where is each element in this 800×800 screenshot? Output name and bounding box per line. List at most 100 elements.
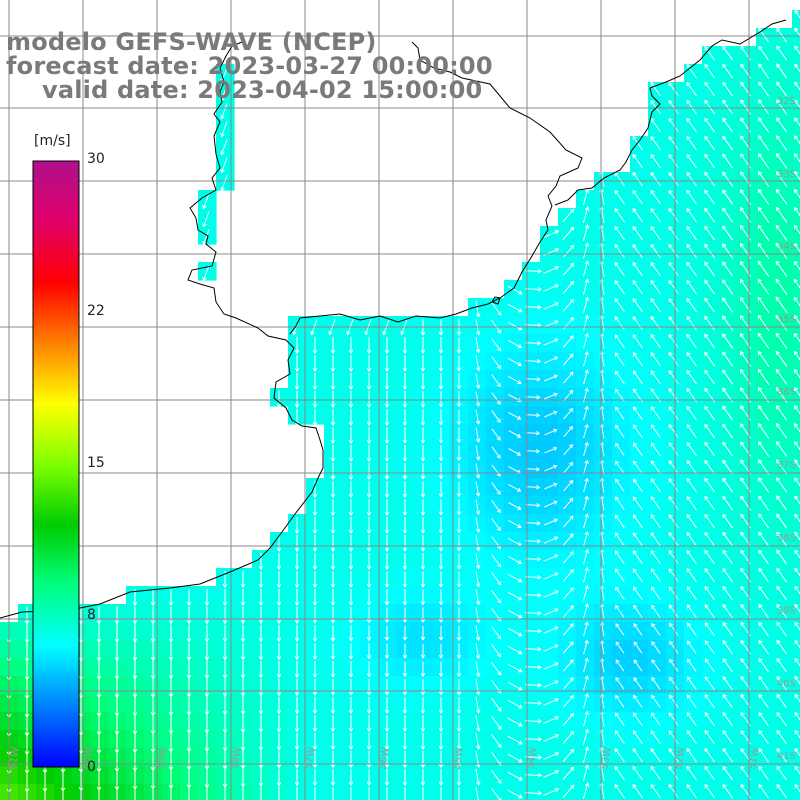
wind-arrow: [456, 732, 462, 751]
wind-arrow: [366, 553, 372, 571]
wind-arrow: [348, 643, 354, 660]
lat-label: 40S: [777, 678, 796, 689]
wind-arrow: [420, 427, 426, 444]
wind-arrow: [330, 534, 336, 553]
wind-cell: [792, 370, 800, 389]
wind-arrow: [384, 697, 390, 714]
wind-arrow: [312, 661, 318, 678]
wind-arrow: [294, 588, 300, 607]
wind-arrow: [507, 285, 523, 295]
wind-arrow: [614, 550, 625, 565]
wind-cell: [792, 460, 800, 479]
wind-arrow: [583, 675, 589, 691]
wind-arrow: [704, 604, 715, 619]
wind-arrow: [775, 224, 788, 241]
wind-arrow: [220, 157, 228, 174]
wind-arrow: [704, 315, 716, 331]
wind-arrow: [438, 535, 444, 552]
wind-arrow: [186, 642, 192, 661]
wind-cell: [792, 154, 800, 173]
wind-arrow: [757, 170, 770, 187]
wind-arrow: [633, 641, 643, 654]
wind-arrow: [204, 642, 210, 661]
wind-arrow: [491, 356, 502, 370]
wind-arrow: [722, 207, 734, 223]
wind-arrow: [240, 660, 246, 679]
wind-arrow: [96, 606, 102, 625]
wind-arrow: [650, 568, 661, 583]
wind-arrow: [704, 567, 715, 583]
wind-arrow: [507, 645, 523, 655]
wind-arrow: [294, 552, 300, 571]
wind-arrow: [420, 481, 426, 498]
wind-arrow: [614, 370, 625, 384]
wind-arrow: [475, 768, 481, 786]
wind-arrow: [758, 639, 769, 655]
wind-arrow: [384, 679, 390, 696]
wind-arrow: [668, 514, 679, 529]
wind-arrow: [402, 625, 408, 641]
wind-arrow: [758, 549, 770, 565]
wind-arrow: [704, 279, 716, 295]
wind-arrow: [543, 302, 559, 310]
wind-arrow: [491, 482, 501, 495]
wind-arrow: [758, 765, 769, 781]
wind-arrow: [330, 444, 336, 463]
wind-arrow: [650, 225, 661, 241]
wind-arrow: [507, 663, 523, 673]
wind-arrow: [258, 588, 264, 607]
wind-arrow: [651, 622, 661, 636]
wind-arrow: [562, 748, 575, 762]
wind-arrow: [438, 553, 444, 570]
wind-arrow: [776, 513, 788, 529]
wind-arrow: [475, 409, 481, 425]
wind-arrow: [366, 426, 372, 445]
wind-arrow: [456, 715, 462, 733]
wind-cell: [792, 208, 800, 227]
wind-arrow: [650, 442, 661, 457]
wind-arrow: [456, 445, 462, 462]
wind-arrow: [757, 314, 770, 331]
wind-arrow: [775, 332, 788, 350]
wind-arrow: [348, 498, 354, 517]
wind-arrow: [420, 517, 426, 534]
wind-cell: [792, 298, 800, 317]
wind-arrow: [258, 642, 264, 661]
wind-arrow: [420, 768, 426, 787]
wind-arrow: [583, 423, 589, 439]
wind-arrow: [544, 446, 558, 454]
wind-arrow: [456, 337, 462, 354]
wind-arrow: [686, 765, 697, 781]
wind-cell: [792, 100, 800, 119]
wind-arrow: [475, 714, 481, 732]
wind-cell: [792, 658, 800, 677]
wind-arrow: [668, 243, 679, 259]
wind-arrow: [150, 588, 156, 607]
wind-cell: [792, 118, 800, 137]
wind-arrow: [366, 354, 372, 373]
wind-cell: [486, 784, 505, 800]
wind-arrow: [366, 697, 372, 714]
wind-cell: [792, 262, 800, 281]
wind-arrow: [402, 409, 408, 426]
lat-label: 34S: [777, 242, 796, 253]
wind-arrow: [134, 784, 136, 800]
wind-arrow: [562, 766, 575, 780]
wind-arrow: [348, 480, 354, 499]
wind-arrow: [686, 747, 697, 763]
wind-arrow: [349, 786, 353, 800]
wind-cell: [792, 10, 800, 29]
wind-arrow: [722, 243, 734, 259]
wind-arrow: [668, 730, 679, 745]
wind-arrow: [439, 786, 443, 800]
wind-arrow: [650, 334, 661, 349]
wind-arrow: [402, 355, 408, 372]
wind-arrow: [276, 678, 282, 697]
wind-arrow: [258, 570, 264, 589]
wind-cell: [792, 604, 800, 623]
wind-arrow: [757, 404, 770, 421]
wind-arrow: [563, 515, 574, 528]
wind-arrow: [456, 643, 462, 660]
wind-arrow: [294, 534, 300, 553]
